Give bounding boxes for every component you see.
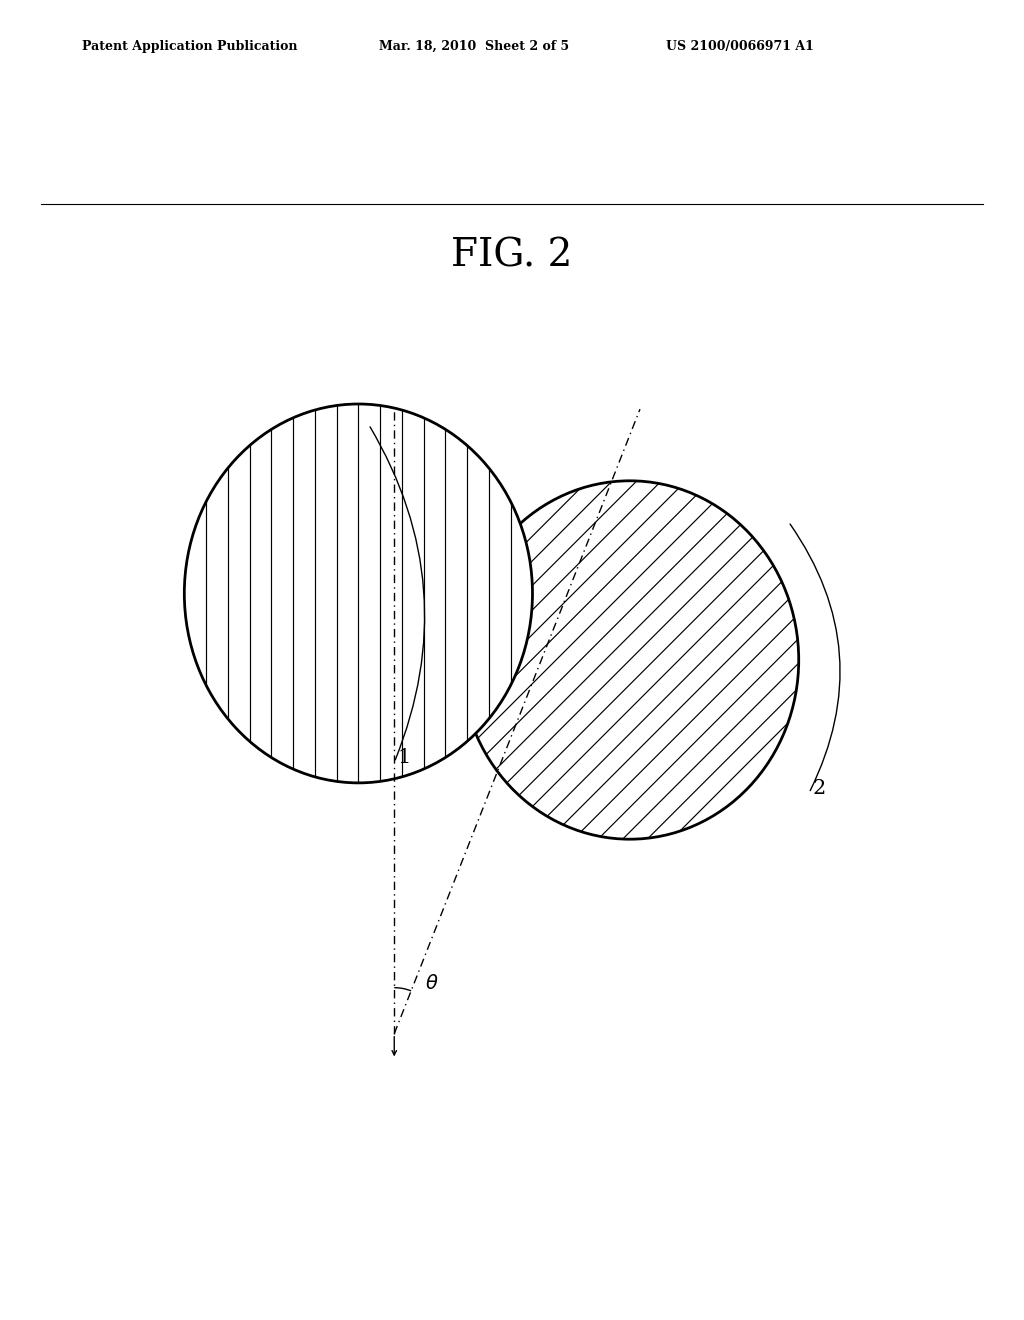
Text: 1: 1 (397, 747, 412, 767)
Ellipse shape (184, 404, 532, 783)
Text: US 2100/0066971 A1: US 2100/0066971 A1 (666, 40, 813, 53)
Text: Mar. 18, 2010  Sheet 2 of 5: Mar. 18, 2010 Sheet 2 of 5 (379, 40, 569, 53)
Text: $\theta$: $\theta$ (425, 974, 438, 993)
Text: 2: 2 (813, 779, 825, 797)
Text: FIG. 2: FIG. 2 (452, 238, 572, 275)
Ellipse shape (461, 480, 799, 840)
Text: Patent Application Publication: Patent Application Publication (82, 40, 297, 53)
